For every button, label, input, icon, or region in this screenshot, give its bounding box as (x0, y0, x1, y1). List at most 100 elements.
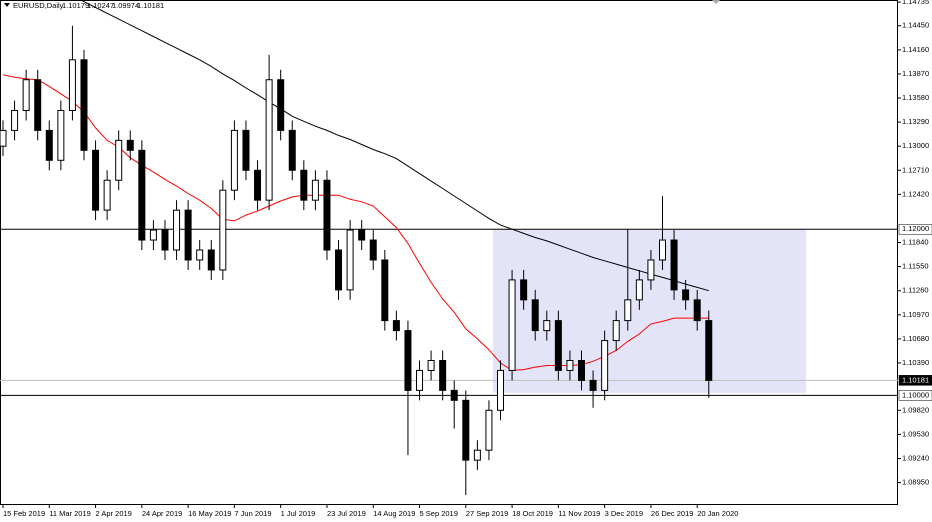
x-tick-label: 3 Dec 2019 (605, 509, 643, 518)
candle-body (670, 239, 678, 291)
x-tick-label: 2 Apr 2019 (96, 509, 132, 518)
candle-body (184, 209, 192, 261)
candle-body (242, 129, 250, 171)
chart-shift-marker (712, 0, 720, 4)
candle-body (473, 449, 481, 461)
y-tick-label: 1.10390 (902, 358, 929, 367)
y-tick-label: 1.12420 (902, 189, 929, 198)
candle-body (462, 399, 470, 461)
candle-body (566, 359, 574, 371)
candle-body (647, 259, 655, 281)
candle-body (161, 229, 169, 251)
price-line-label: 1.12000 (902, 224, 929, 233)
candle-body (404, 330, 412, 391)
candle-body (531, 299, 539, 332)
candle-body (11, 109, 19, 131)
y-tick-label: 1.09530 (902, 429, 929, 438)
candle-body (126, 139, 134, 151)
candle-body (485, 409, 493, 451)
candle-body (346, 229, 354, 291)
candle-body (369, 239, 377, 261)
symbol: EURUSD,Daily (13, 1, 64, 10)
candle-body (635, 279, 643, 301)
y-tick-label: 1.09820 (902, 405, 929, 414)
candle-body (300, 169, 308, 201)
candle-body (45, 129, 53, 161)
candle-body (682, 289, 690, 301)
candle-body (705, 320, 713, 381)
candle-body (358, 229, 366, 241)
candle-body (196, 249, 204, 261)
y-tick-label: 1.14160 (902, 45, 929, 54)
moving-average (79, 0, 709, 292)
y-tick-label: 1.12710 (902, 165, 929, 174)
candle-body (34, 79, 42, 131)
candle-body (381, 259, 389, 322)
y-tick-label: 1.08950 (902, 478, 929, 487)
y-tick-label: 1.09240 (902, 453, 929, 462)
zone (493, 229, 806, 393)
candle-body (288, 129, 296, 171)
plot (0, 0, 898, 496)
y-tick-label: 1.13580 (902, 93, 929, 102)
candle-body (22, 79, 30, 111)
menu-arrow (4, 3, 10, 7)
price-line-box (898, 223, 932, 235)
candle-body (335, 249, 343, 291)
y-tick-label: 1.13000 (902, 141, 929, 150)
current-price-box (898, 375, 932, 386)
candle-body (624, 299, 632, 322)
x-tick-label: 15 Feb 2019 (3, 509, 45, 518)
x-tick-label: 20 Jan 2020 (697, 509, 738, 518)
candle-body (497, 369, 505, 411)
candle-body (612, 320, 620, 342)
y-tick-label: 1.11550 (902, 262, 929, 271)
candle-body (554, 320, 562, 371)
candle-body (323, 179, 331, 251)
x-tick-label: 24 Apr 2019 (142, 509, 182, 518)
candle-body (92, 149, 100, 211)
candle-body (265, 79, 273, 201)
candle-body (57, 109, 65, 161)
candle-body (508, 279, 516, 371)
x-tick-label: 27 Sep 2019 (466, 509, 509, 518)
candle-body (68, 59, 76, 111)
price-line-label: 1.10000 (902, 390, 929, 399)
header-value: 1.09974 (112, 1, 139, 10)
candle-body (219, 189, 227, 271)
candle-body (601, 340, 609, 391)
candle-body (173, 209, 181, 251)
candle-body (0, 129, 7, 147)
candle-body (543, 320, 551, 332)
candle-body (427, 359, 435, 371)
candle-body (658, 239, 666, 261)
candle-body (578, 359, 585, 381)
x-tick-label: 11 Nov 2019 (558, 509, 600, 518)
x-tick-label: 1 Jul 2019 (281, 509, 316, 518)
x-tick-label: 14 Aug 2019 (373, 509, 415, 518)
y-tick-label: 1.13870 (902, 69, 929, 78)
candle-body (520, 279, 528, 301)
y-tick-label: 1.13290 (902, 117, 929, 126)
y-tick-label: 1.11840 (902, 238, 929, 247)
candle-body (450, 389, 458, 401)
header-value: 1.10247 (87, 1, 114, 10)
candle-body (149, 229, 157, 241)
candle-body (416, 369, 424, 391)
candle-body (392, 320, 400, 332)
x-tick-label: 5 Sep 2019 (420, 509, 458, 518)
candle-body (277, 79, 285, 131)
x-tick-label: 23 Jul 2019 (327, 509, 366, 518)
x-tick-label: 7 Jun 2019 (234, 509, 271, 518)
x-tick-label: 16 May 2019 (188, 509, 231, 518)
y-tick-label: 1.11260 (902, 286, 929, 295)
y-tick-label: 1.10970 (902, 310, 929, 319)
candle-body (589, 379, 597, 391)
y-tick-label: 1.14735 (902, 0, 929, 6)
current-price-label: 1.10181 (902, 375, 929, 384)
y-tick-label: 1.10680 (902, 334, 929, 343)
candle-body (254, 169, 262, 201)
header-value: 1.10181 (137, 1, 164, 10)
candle-body (138, 149, 146, 241)
candle-body (439, 359, 447, 391)
